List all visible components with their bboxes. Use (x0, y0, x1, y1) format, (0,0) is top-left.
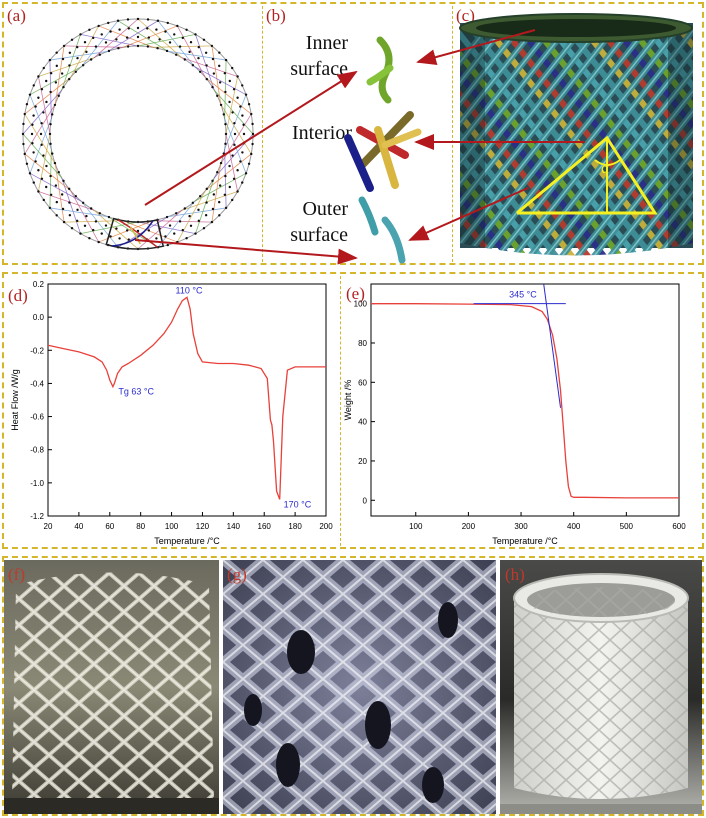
inner-surface-label: Inner surface (290, 32, 348, 80)
charts-frame (2, 272, 704, 549)
x-tick-label: 20 (44, 522, 53, 531)
y-tick-label: 60 (358, 378, 367, 387)
peak-annotation: 170 °C (284, 499, 312, 509)
photo-scaffold-white-product (500, 560, 702, 814)
divider-ab (262, 6, 263, 262)
x-axis-label: Temperature /°C (154, 536, 220, 546)
y-tick-label: 40 (358, 418, 367, 427)
divider-bc (452, 6, 453, 262)
photo-scaffold-side-view (4, 560, 219, 814)
outer-surface-rods (358, 196, 406, 264)
data-series-line (371, 303, 679, 499)
photo-scaffold-microscope-view (223, 560, 496, 814)
x-tick-label: 300 (514, 522, 528, 531)
x-tick-label: 600 (672, 522, 686, 531)
y-tick-label: 20 (358, 457, 367, 466)
tga-chart: 100 200 300 400 500 600 0 20 40 60 80 100 Temperatur… (343, 283, 686, 546)
panel-h-label: (h) (505, 565, 525, 584)
onset-annotation: 345 °C (509, 290, 537, 300)
y-axis-label: Weight /% (343, 380, 353, 421)
x-tick-label: 500 (620, 522, 634, 531)
interior-rods (344, 111, 422, 192)
data-series-line (47, 296, 326, 500)
plot-frame (370, 283, 680, 517)
panel-f-label: (f) (8, 565, 25, 584)
panel-d-label: (d) (8, 286, 28, 305)
y-tick-label: 0.0 (33, 313, 45, 322)
dsc-chart: 20 40 60 80 100 120 140 160 180 200 0.2 0.0 -0.2 -0.4… (10, 280, 333, 546)
x-tick-label: 160 (258, 522, 272, 531)
angle-alpha-label: α (601, 160, 609, 176)
panel-a-label: (a) (7, 6, 26, 25)
panel-c-label: (c) (456, 6, 475, 25)
y-tick-label: -0.2 (30, 346, 44, 355)
x-tick-label: 200 (462, 522, 476, 531)
onset-tangent-slope (543, 283, 562, 408)
outer-surface-label: Outer surface (290, 198, 348, 246)
peak-annotation: Tg 63 °C (118, 387, 154, 397)
y-tick-label: 0.2 (33, 280, 45, 289)
x-tick-label: 200 (319, 522, 333, 531)
panel-e-label: (e) (346, 284, 365, 303)
interior-label: Interior (292, 122, 352, 144)
y-axis-label: Heat Flow /W/g (10, 369, 20, 431)
y-tick-label: 100 (354, 300, 368, 309)
x-tick-label: 60 (105, 522, 114, 531)
panel-g-label: (g) (227, 565, 247, 584)
y-tick-label: -0.6 (30, 413, 44, 422)
segment-illustrations (344, 36, 422, 264)
x-tick-label: 100 (165, 522, 179, 531)
x-tick-label: 180 (288, 522, 302, 531)
x-tick-label: 400 (567, 522, 581, 531)
x-tick-label: 120 (196, 522, 210, 531)
divider-de (340, 276, 341, 546)
y-tick-label: -0.4 (30, 379, 44, 388)
x-tick-label: 140 (227, 522, 241, 531)
photos-frame (2, 556, 704, 816)
y-tick-label: 0 (363, 496, 368, 505)
connector-arrows (134, 29, 585, 265)
y-tick-label: -1.0 (30, 479, 44, 488)
x-tick-label: 40 (74, 522, 83, 531)
x-tick-label: 80 (136, 522, 145, 531)
x-axis-label: Temperature /°C (492, 536, 558, 546)
x-tick-label: 100 (409, 522, 423, 531)
inner-surface-rods (366, 36, 394, 104)
woven-cylinder-model: α (459, 13, 693, 256)
plot-frame (47, 283, 327, 517)
ring-lattice-diagram (21, 17, 255, 251)
panel-b-label: (b) (266, 6, 286, 25)
y-tick-label: -0.8 (30, 446, 44, 455)
y-tick-label: -1.2 (30, 512, 44, 521)
peak-annotation: 110 °C (176, 285, 203, 295)
y-tick-label: 80 (358, 339, 367, 348)
